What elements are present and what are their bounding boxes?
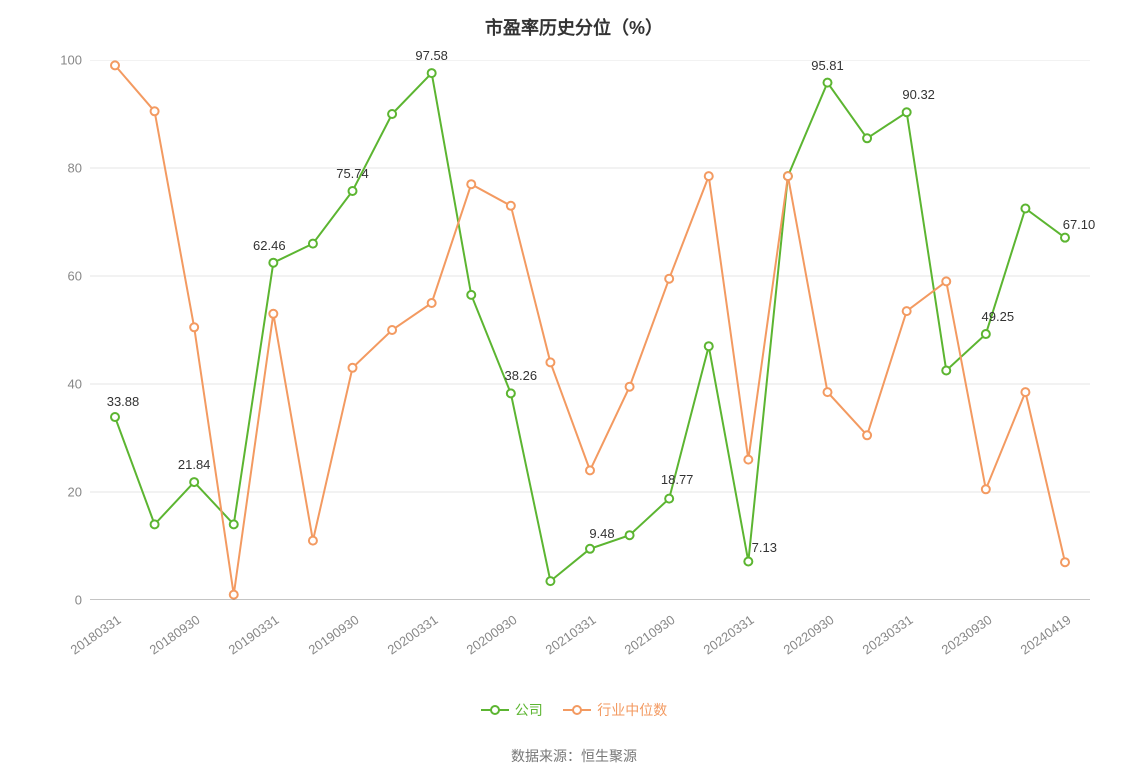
- data-label: 67.10: [1063, 217, 1096, 232]
- x-tick-label: 20220331: [701, 612, 757, 657]
- y-tick-label: 20: [22, 485, 82, 500]
- y-tick-label: 40: [22, 377, 82, 392]
- data-label: 62.46: [253, 238, 286, 253]
- data-label: 75.74: [336, 166, 369, 181]
- x-tick-label: 20210930: [622, 612, 678, 657]
- data-label: 21.84: [178, 457, 211, 472]
- legend-swatch-company: [481, 703, 509, 717]
- x-tick-label: 20210331: [543, 612, 599, 657]
- x-tick-label: 20230930: [938, 612, 994, 657]
- legend: 公司 行业中位数: [0, 700, 1148, 722]
- source-text: 数据来源：恒生聚源: [0, 746, 1148, 766]
- data-label: 7.13: [752, 540, 777, 555]
- chart-container: 市盈率历史分位（%） 0 20 40 60 80 100 20180331 20180930…: [0, 0, 1148, 776]
- x-tick-label: 20200331: [384, 612, 440, 657]
- chart-title: 市盈率历史分位（%）: [0, 14, 1148, 40]
- x-tick-label: 20200930: [463, 612, 519, 657]
- y-tick-label: 60: [22, 269, 82, 284]
- y-tick-label: 100: [22, 53, 82, 68]
- data-label: 49.25: [982, 309, 1015, 324]
- legend-item-company[interactable]: 公司: [481, 700, 543, 720]
- y-tick-label: 0: [22, 593, 82, 608]
- data-label: 97.58: [415, 48, 448, 63]
- legend-label-industry: 行业中位数: [597, 700, 667, 720]
- legend-swatch-industry: [563, 703, 591, 717]
- data-label: 9.48: [589, 526, 614, 541]
- data-label: 95.81: [811, 58, 844, 73]
- data-label: 33.88: [107, 394, 140, 409]
- data-label: 90.32: [902, 87, 935, 102]
- legend-item-industry[interactable]: 行业中位数: [563, 700, 667, 720]
- x-tick-label: 20190930: [305, 612, 361, 657]
- x-tick-label: 20180930: [147, 612, 203, 657]
- x-tick-label: 20230331: [859, 612, 915, 657]
- y-tick-label: 80: [22, 161, 82, 176]
- chart-svg: [90, 60, 1090, 600]
- x-tick-label: 20190331: [226, 612, 282, 657]
- data-label: 18.77: [661, 472, 694, 487]
- legend-label-company: 公司: [515, 700, 543, 720]
- x-tick-label: 20180331: [68, 612, 124, 657]
- x-tick-label: 20240419: [1018, 612, 1074, 657]
- data-label: 38.26: [505, 368, 538, 383]
- plot-area: [90, 60, 1090, 600]
- x-tick-label: 20220930: [780, 612, 836, 657]
